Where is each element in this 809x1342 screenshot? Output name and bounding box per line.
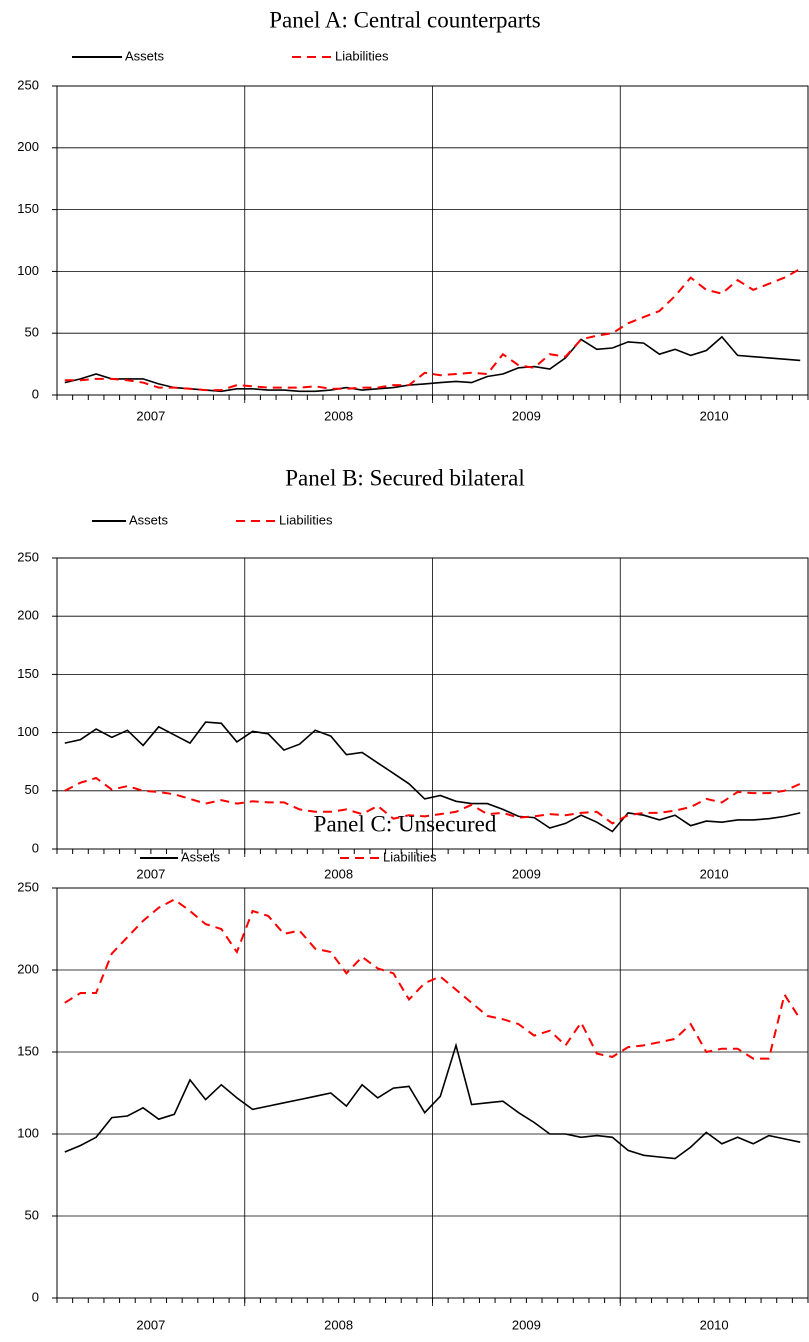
y-tick-label: 0 — [32, 840, 39, 855]
y-tick-label: 100 — [17, 724, 39, 739]
y-tick-label: 150 — [17, 1043, 39, 1058]
x-year-label: 2008 — [324, 866, 353, 881]
y-tick-label: 200 — [17, 139, 39, 154]
x-year-label: 2007 — [136, 408, 165, 423]
x-year-label: 2007 — [136, 866, 165, 881]
series-line — [64, 721, 801, 833]
y-tick-label: 150 — [17, 201, 39, 216]
y-tick-label: 50 — [25, 1207, 39, 1222]
panel-title: Panel C: Unsecured — [314, 811, 497, 836]
series-line — [64, 268, 801, 392]
x-year-label: 2008 — [324, 1317, 353, 1332]
y-tick-label: 200 — [17, 608, 39, 623]
legend-label: Assets — [129, 512, 169, 527]
legend-label: Liabilities — [279, 512, 333, 527]
x-year-label: 2009 — [512, 1317, 541, 1332]
x-year-label: 2009 — [512, 866, 541, 881]
series-line — [64, 898, 802, 1060]
y-tick-label: 250 — [17, 879, 39, 894]
y-tick-label: 250 — [17, 549, 39, 564]
y-tick-label: 200 — [17, 961, 39, 976]
y-tick-label: 250 — [17, 77, 39, 92]
legend-label: Liabilities — [335, 48, 389, 63]
x-year-label: 2007 — [136, 1317, 165, 1332]
y-tick-label: 150 — [17, 666, 39, 681]
legend-label: Liabilities — [383, 849, 437, 864]
x-year-label: 2010 — [700, 408, 729, 423]
y-tick-label: 0 — [32, 1289, 39, 1304]
y-tick-label: 50 — [25, 325, 39, 340]
y-tick-label: 0 — [32, 386, 39, 401]
y-tick-label: 100 — [17, 263, 39, 278]
x-year-label: 2010 — [700, 866, 729, 881]
x-year-label: 2010 — [700, 1317, 729, 1332]
x-year-label: 2008 — [324, 408, 353, 423]
legend-label: Assets — [181, 849, 221, 864]
panel-title: Panel A: Central counterparts — [269, 7, 541, 32]
panel-title: Panel B: Secured bilateral — [285, 465, 525, 490]
y-tick-label: 50 — [25, 782, 39, 797]
legend-label: Assets — [125, 48, 165, 63]
series-line — [64, 1042, 801, 1160]
y-tick-label: 100 — [17, 1125, 39, 1140]
x-year-label: 2009 — [512, 408, 541, 423]
